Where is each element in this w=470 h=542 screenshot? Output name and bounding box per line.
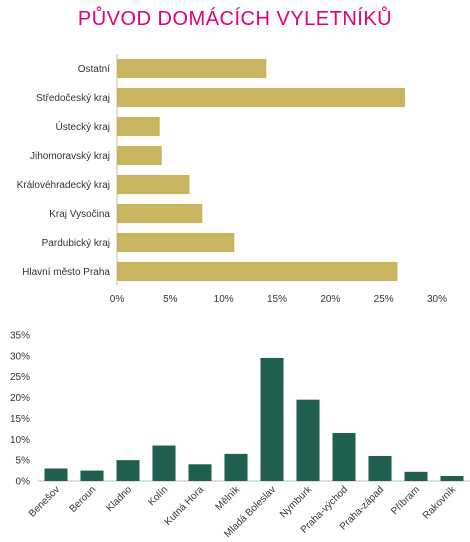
h-category-label: Královéhradecký kraj xyxy=(17,180,110,191)
h-tick-label: 5% xyxy=(163,294,178,305)
h-bar xyxy=(117,87,405,108)
v-bar xyxy=(296,399,320,481)
v-category-label: Benešov xyxy=(27,484,62,519)
h-category-label: Pardubický kraj xyxy=(42,238,110,249)
h-category-label: Jihomoravský kraj xyxy=(30,151,110,162)
v-tick-label: 15% xyxy=(10,414,30,425)
h-tick-label: 15% xyxy=(267,294,287,305)
v-tick-label: 10% xyxy=(10,435,30,446)
v-bar xyxy=(80,470,104,481)
v-bar xyxy=(152,445,176,481)
h-category-label: Hlavní město Praha xyxy=(22,267,110,278)
h-tick-label: 10% xyxy=(214,294,234,305)
v-bar xyxy=(44,468,68,481)
h-tick-label: 30% xyxy=(427,294,447,305)
h-category-label: Středočeský kraj xyxy=(36,93,110,104)
v-category-label: Beroun xyxy=(68,484,99,515)
v-bar xyxy=(116,460,140,481)
h-bar xyxy=(117,261,398,282)
h-category-label: Ústecký kraj xyxy=(56,120,110,133)
h-bar xyxy=(117,203,203,224)
v-category-label: Kutná Hora xyxy=(163,484,207,528)
v-category-label: Rakovník xyxy=(421,484,459,522)
h-category-label: Kraj Vysočina xyxy=(49,209,110,220)
v-category-label: Mělník xyxy=(214,484,243,513)
v-bar xyxy=(260,357,284,481)
v-bar xyxy=(440,475,464,481)
v-tick-label: 20% xyxy=(10,393,30,404)
v-bar xyxy=(224,453,248,481)
v-tick-label: 25% xyxy=(10,372,30,383)
h-category-label: Ostatní xyxy=(78,64,110,75)
v-bar xyxy=(404,471,428,481)
v-bar xyxy=(368,455,392,481)
h-tick-label: 25% xyxy=(374,294,394,305)
chart-title: PŮVOD DOMÁCÍCH VYLETNÍKŮ xyxy=(77,8,393,30)
h-bar xyxy=(117,232,235,253)
h-bar xyxy=(117,116,160,137)
h-tick-label: 0% xyxy=(110,294,125,305)
h-bar xyxy=(117,174,190,195)
v-tick-label: 0% xyxy=(16,477,31,488)
h-tick-label: 20% xyxy=(320,294,340,305)
v-tick-label: 35% xyxy=(10,331,30,342)
v-category-label: Nymburk xyxy=(278,484,315,521)
v-category-label: Kolín xyxy=(146,484,170,508)
v-tick-label: 30% xyxy=(10,351,30,362)
h-bar xyxy=(117,58,267,79)
h-bar xyxy=(117,145,162,166)
v-category-label: Kladno xyxy=(104,484,134,514)
v-category-label: Příbram xyxy=(389,484,422,517)
v-tick-label: 5% xyxy=(16,456,31,467)
v-bar xyxy=(332,433,356,481)
v-bar xyxy=(188,464,212,481)
